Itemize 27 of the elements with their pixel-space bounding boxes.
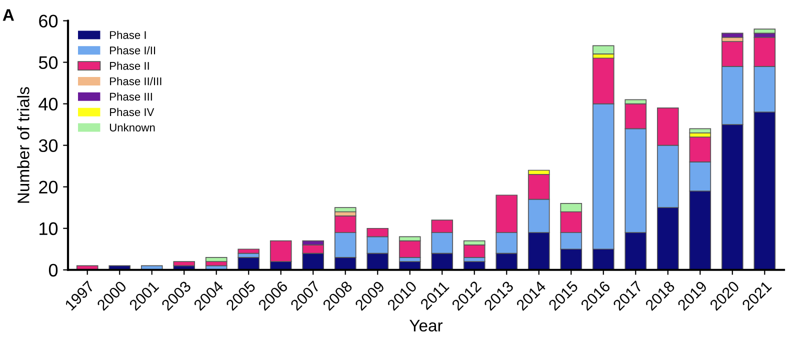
y-tick-label: 40 [38, 98, 58, 111]
bar [173, 261, 196, 266]
bar [592, 45, 614, 54]
bar [754, 28, 776, 34]
bar [238, 248, 260, 254]
legend-label: Phase IV [110, 108, 154, 116]
bar [334, 207, 356, 212]
y-tick-label: 50 [38, 56, 58, 69]
legend-label: Phase III [110, 92, 152, 101]
legend-label: Phase II/III [110, 77, 162, 86]
y-tick-label: 10 [40, 222, 58, 236]
bar [721, 32, 744, 38]
bar [398, 240, 421, 258]
legend-label: Unknown [110, 123, 155, 132]
bar [205, 257, 228, 262]
y-tick-label: 60 [39, 14, 58, 28]
legend-label: Phase I [110, 30, 146, 39]
y-axis-title: Number of trials [17, 87, 30, 203]
text: A [2, 9, 14, 21]
legend-label: Phase II [110, 62, 149, 70]
legend-label: Phase I/II [110, 46, 156, 54]
bar [463, 244, 486, 258]
bar [689, 128, 712, 134]
y-tick-label: 0 [48, 264, 58, 277]
x-axis-title: Year [410, 320, 443, 332]
y-tick-label: 30 [38, 139, 58, 152]
y-tick-label: 20 [39, 180, 58, 194]
